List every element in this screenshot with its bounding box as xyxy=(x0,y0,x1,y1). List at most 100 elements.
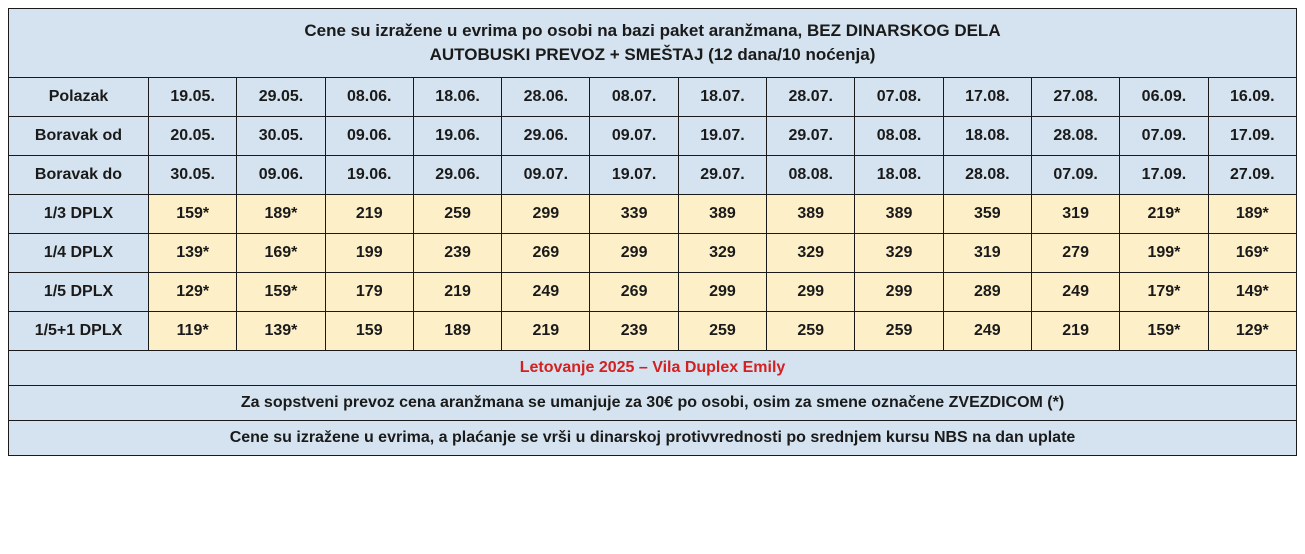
date-cell: 19.06. xyxy=(325,155,413,194)
price-row-label: 1/4 DPLX xyxy=(9,233,149,272)
date-cell: 09.06. xyxy=(325,116,413,155)
pricing-table: Cene su izražene u evrima po osobi na ba… xyxy=(8,8,1297,456)
date-cell: 18.07. xyxy=(678,77,766,116)
date-cell: 19.05. xyxy=(149,77,237,116)
footer-note-2: Cene su izražene u evrima, a plaćanje se… xyxy=(9,420,1297,455)
date-cell: 08.08. xyxy=(855,116,943,155)
date-cell: 07.09. xyxy=(1120,116,1208,155)
date-cell: 28.07. xyxy=(767,77,855,116)
price-cell: 299 xyxy=(767,272,855,311)
price-cell: 389 xyxy=(855,194,943,233)
price-cell: 259 xyxy=(855,311,943,350)
date-cell: 07.08. xyxy=(855,77,943,116)
footer-title: Letovanje 2025 – Vila Duplex Emily xyxy=(9,350,1297,385)
price-cell: 199 xyxy=(325,233,413,272)
price-cell: 219 xyxy=(413,272,501,311)
price-cell: 159* xyxy=(237,272,325,311)
date-cell: 27.09. xyxy=(1208,155,1296,194)
date-cell: 27.08. xyxy=(1031,77,1119,116)
price-cell: 179* xyxy=(1120,272,1208,311)
date-cell: 09.07. xyxy=(590,116,678,155)
price-cell: 129* xyxy=(149,272,237,311)
price-cell: 149* xyxy=(1208,272,1296,311)
footer-note-1: Za sopstveni prevoz cena aranžmana se um… xyxy=(9,385,1297,420)
date-cell: 29.07. xyxy=(678,155,766,194)
price-cell: 329 xyxy=(767,233,855,272)
date-cell: 08.07. xyxy=(590,77,678,116)
price-cell: 189 xyxy=(413,311,501,350)
price-row-label: 1/5 DPLX xyxy=(9,272,149,311)
price-cell: 269 xyxy=(502,233,590,272)
price-cell: 319 xyxy=(943,233,1031,272)
header-line1: Cene su izražene u evrima po osobi na ba… xyxy=(304,21,1000,40)
date-cell: 29.07. xyxy=(767,116,855,155)
date-cell: 18.08. xyxy=(855,155,943,194)
price-cell: 239 xyxy=(590,311,678,350)
price-cell: 249 xyxy=(943,311,1031,350)
price-cell: 299 xyxy=(855,272,943,311)
price-cell: 269 xyxy=(590,272,678,311)
date-cell: 09.07. xyxy=(502,155,590,194)
price-cell: 329 xyxy=(678,233,766,272)
price-cell: 139* xyxy=(149,233,237,272)
date-row-label: Boravak do xyxy=(9,155,149,194)
price-cell: 329 xyxy=(855,233,943,272)
price-cell: 119* xyxy=(149,311,237,350)
price-cell: 279 xyxy=(1031,233,1119,272)
price-cell: 259 xyxy=(413,194,501,233)
date-cell: 17.08. xyxy=(943,77,1031,116)
date-cell: 08.06. xyxy=(325,77,413,116)
date-row-label: Polazak xyxy=(9,77,149,116)
price-cell: 219 xyxy=(1031,311,1119,350)
date-cell: 09.06. xyxy=(237,155,325,194)
price-cell: 159* xyxy=(149,194,237,233)
price-cell: 129* xyxy=(1208,311,1296,350)
date-cell: 29.05. xyxy=(237,77,325,116)
date-cell: 18.06. xyxy=(413,77,501,116)
price-cell: 259 xyxy=(678,311,766,350)
price-cell: 389 xyxy=(678,194,766,233)
date-cell: 07.09. xyxy=(1031,155,1119,194)
date-cell: 16.09. xyxy=(1208,77,1296,116)
price-cell: 299 xyxy=(678,272,766,311)
price-cell: 299 xyxy=(502,194,590,233)
price-cell: 239 xyxy=(413,233,501,272)
price-cell: 319 xyxy=(1031,194,1119,233)
price-cell: 259 xyxy=(767,311,855,350)
date-cell: 19.07. xyxy=(590,155,678,194)
price-cell: 169* xyxy=(237,233,325,272)
price-cell: 359 xyxy=(943,194,1031,233)
date-cell: 20.05. xyxy=(149,116,237,155)
price-row-label: 1/3 DPLX xyxy=(9,194,149,233)
date-cell: 30.05. xyxy=(149,155,237,194)
price-cell: 219 xyxy=(502,311,590,350)
date-cell: 06.09. xyxy=(1120,77,1208,116)
price-cell: 249 xyxy=(1031,272,1119,311)
price-cell: 189* xyxy=(1208,194,1296,233)
date-cell: 28.06. xyxy=(502,77,590,116)
date-cell: 19.07. xyxy=(678,116,766,155)
price-cell: 169* xyxy=(1208,233,1296,272)
date-row-label: Boravak od xyxy=(9,116,149,155)
date-cell: 29.06. xyxy=(413,155,501,194)
price-cell: 139* xyxy=(237,311,325,350)
price-cell: 219 xyxy=(325,194,413,233)
price-cell: 179 xyxy=(325,272,413,311)
date-cell: 28.08. xyxy=(1031,116,1119,155)
price-cell: 289 xyxy=(943,272,1031,311)
price-cell: 219* xyxy=(1120,194,1208,233)
price-cell: 249 xyxy=(502,272,590,311)
price-cell: 299 xyxy=(590,233,678,272)
date-cell: 17.09. xyxy=(1208,116,1296,155)
price-cell: 199* xyxy=(1120,233,1208,272)
table-header: Cene su izražene u evrima po osobi na ba… xyxy=(9,9,1297,78)
header-line2: AUTOBUSKI PREVOZ + SMEŠTAJ (12 dana/10 n… xyxy=(430,45,876,64)
date-cell: 08.08. xyxy=(767,155,855,194)
price-cell: 339 xyxy=(590,194,678,233)
date-cell: 19.06. xyxy=(413,116,501,155)
date-cell: 18.08. xyxy=(943,116,1031,155)
price-cell: 189* xyxy=(237,194,325,233)
price-cell: 159 xyxy=(325,311,413,350)
date-cell: 28.08. xyxy=(943,155,1031,194)
date-cell: 17.09. xyxy=(1120,155,1208,194)
